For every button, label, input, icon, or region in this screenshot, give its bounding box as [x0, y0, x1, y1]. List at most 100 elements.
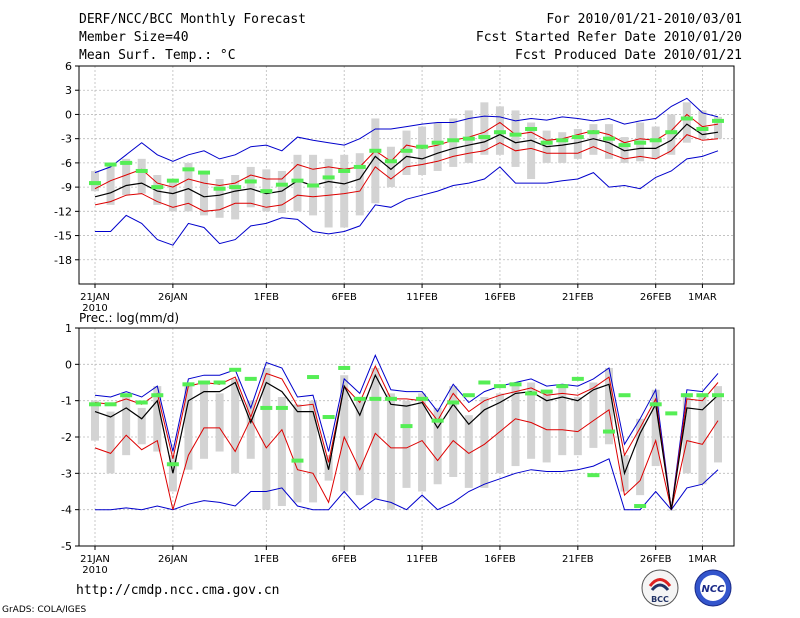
spread-box [480, 102, 489, 155]
median-marker [384, 159, 397, 164]
spread-box [433, 122, 442, 171]
median-marker [416, 144, 429, 149]
spread-box [558, 386, 567, 456]
spread-box [418, 126, 427, 175]
x-tick-label: 21JAN [80, 292, 110, 303]
temperature-panel: 6 3 0 -3 -6 -9 -12 -15 -18 21JAN 26JAN 1FEB 6FEB 11FE… [54, 60, 735, 314]
x-tick-label: 6FEB [332, 292, 357, 303]
median-marker [696, 126, 709, 131]
bcc-logo-text: BCC [651, 595, 669, 604]
median-marker [135, 400, 148, 405]
y-tick-label: -4 [61, 504, 72, 517]
median-marker [571, 135, 584, 140]
spread-box [324, 158, 333, 228]
spread-box [137, 407, 146, 445]
series-line-lower [94, 408, 719, 510]
median-marker [198, 170, 211, 175]
spread-box [464, 415, 473, 488]
forecast-period: For 2010/01/21-2010/03/01 [546, 12, 742, 27]
median-marker [509, 382, 522, 387]
spread-box [137, 158, 146, 194]
median-marker [400, 424, 413, 429]
chart-title: DERF/NCC/BCC Monthly Forecast [79, 12, 306, 27]
spread-box [231, 175, 240, 220]
x-tick-label: 1FEB [254, 554, 279, 565]
spread-box [215, 179, 224, 218]
spread-box [682, 393, 691, 474]
median-marker [275, 405, 288, 410]
spread-box [386, 393, 395, 510]
median-marker [120, 160, 133, 165]
y-tick-label: 3 [65, 84, 72, 97]
median-marker [556, 384, 569, 389]
x-tick-label: 1MAR [688, 554, 717, 565]
median-marker [618, 143, 631, 148]
spread-box [558, 132, 567, 163]
x-tick-label: 1FEB [254, 292, 279, 303]
series-line-min [95, 150, 719, 246]
spread-box [511, 110, 520, 167]
median-marker [416, 396, 429, 401]
median-marker [260, 189, 273, 194]
series-line-mean [94, 123, 719, 198]
spread-box [573, 128, 582, 159]
series-line-max [94, 354, 719, 510]
median-marker [447, 400, 460, 405]
spread-box [620, 137, 629, 163]
spread-box [122, 397, 131, 456]
spread-box [184, 162, 193, 212]
spread-box [511, 382, 520, 467]
series-line-mean [94, 373, 719, 510]
variable-label-precipitation: Prec.: log(mm/d) [79, 311, 179, 325]
y-tick-label: -18 [54, 254, 72, 267]
spread-box [246, 166, 255, 208]
series-line-max [94, 97, 719, 174]
y-tick-label: -6 [61, 157, 72, 170]
spread-box [418, 393, 427, 492]
median-marker [291, 178, 304, 183]
spread-box [293, 154, 302, 212]
spread-box [246, 400, 255, 459]
spread-box [371, 118, 380, 204]
median-marker [680, 116, 693, 121]
spread-box [714, 116, 722, 139]
spread-box [527, 382, 536, 459]
source-url[interactable]: http://cmdp.ncc.cma.gov.cn [76, 583, 280, 598]
x-tick-label: 16FEB [484, 292, 516, 303]
median-marker [571, 376, 584, 381]
median-marker [369, 396, 382, 401]
y-tick-label: 1 [65, 322, 72, 335]
median-marker [478, 380, 491, 385]
y-tick-label: -15 [54, 230, 72, 243]
spread-box [184, 382, 193, 470]
median-marker [104, 402, 117, 407]
spread-box [449, 386, 458, 477]
y-tick-label: 6 [65, 60, 72, 73]
spread-box [277, 397, 286, 507]
median-marker [493, 384, 506, 389]
spread-box [153, 175, 162, 205]
spread-box [340, 375, 349, 492]
median-marker [680, 393, 693, 398]
x-tick-label: 1MAR [688, 292, 717, 303]
median-marker [244, 179, 257, 184]
median-marker [400, 148, 413, 153]
y-tick-label: 0 [65, 108, 72, 121]
median-marker [120, 393, 133, 398]
spread-box [589, 124, 598, 155]
spread-box [91, 400, 99, 441]
y-tick-label: -3 [61, 467, 72, 480]
median-marker [462, 393, 475, 398]
median-marker [556, 138, 569, 143]
median-marker [213, 380, 226, 385]
x-tick-label: 21JAN [80, 554, 110, 565]
median-marker [696, 393, 709, 398]
median-marker [244, 376, 257, 381]
median-marker [618, 393, 631, 398]
spread-box [231, 378, 240, 474]
spread-box [682, 102, 691, 143]
x-tick-label: 21FEB [562, 292, 594, 303]
spread-box [200, 170, 209, 216]
